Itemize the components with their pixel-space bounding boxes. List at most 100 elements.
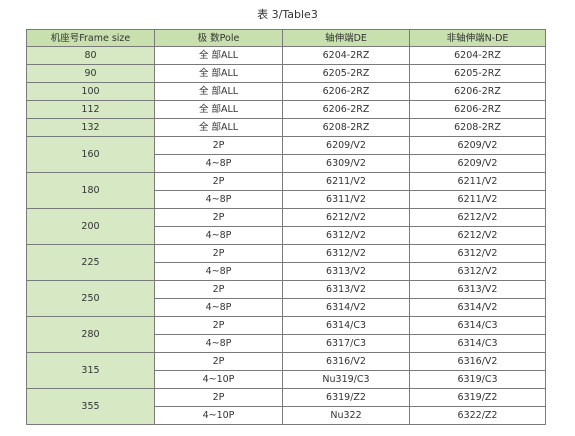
nde-bearing-cell: 6211/V2 [409, 172, 546, 191]
pole-cell: 4~8P [154, 226, 283, 245]
nde-bearing-cell: 6212/V2 [409, 208, 546, 227]
de-bearing-cell: 6311/V2 [282, 190, 410, 209]
pole-cell: 4~8P [154, 190, 283, 209]
frame-size-cell: 225 [26, 244, 155, 281]
frame-size-cell: 250 [26, 280, 155, 317]
pole-cell: 2P [154, 244, 283, 263]
nde-bearing-cell: 6206-2RZ [409, 82, 546, 101]
table-row: 250 2P 6313/V2 6313/V2 [26, 280, 546, 317]
de-bearing-cell: 6209/V2 [282, 136, 410, 155]
de-bearing-cell: 6314/C3 [282, 316, 410, 335]
table-row: 112 全 部ALL 6206-2RZ 6206-2RZ [26, 100, 546, 119]
nde-bearing-cell: 6314/V2 [409, 298, 546, 317]
nde-bearing-cell: 6312/V2 [409, 262, 546, 281]
nde-bearing-cell: 6312/V2 [409, 244, 546, 263]
pole-cell: 2P [154, 316, 283, 335]
frame-size-cell: 315 [26, 352, 155, 389]
pole-cell: 4~8P [154, 262, 283, 281]
nde-bearing-cell: 6206-2RZ [409, 100, 546, 119]
pole-cell: 全 部ALL [154, 82, 283, 101]
pole-cell: 4~8P [154, 298, 283, 317]
table-row: 160 2P 6209/V2 6209/V2 [26, 136, 546, 173]
pole-cell: 4~10P [154, 406, 283, 425]
de-bearing-cell: 6204-2RZ [282, 46, 410, 65]
bearing-table: 机座号Frame size 极 数Pole 轴伸端DE 非轴伸端N-DE 80 … [26, 29, 546, 425]
pole-cell: 4~8P [154, 334, 283, 353]
header-non-drive-end: 非轴伸端N-DE [409, 29, 546, 47]
de-bearing-cell: 6319/Z2 [282, 388, 410, 407]
nde-bearing-cell: 6314/C3 [409, 316, 546, 335]
frame-size-cell: 100 [26, 82, 155, 101]
pole-cell: 2P [154, 172, 283, 191]
table-row: 4~8P 6313/V2 6312/V2 [27, 262, 546, 281]
de-bearing-cell: 6211/V2 [282, 172, 410, 191]
nde-bearing-cell: 6212/V2 [409, 226, 546, 245]
table-row: 180 2P 6211/V2 6211/V2 [26, 172, 546, 209]
table-row: 90 全 部ALL 6205-2RZ 6205-2RZ [26, 64, 546, 83]
header-frame-size: 机座号Frame size [26, 29, 155, 47]
pole-cell: 2P [154, 388, 283, 407]
nde-bearing-cell: 6319/Z2 [409, 388, 546, 407]
frame-size-cell: 355 [26, 388, 155, 425]
de-bearing-cell: 6312/V2 [282, 244, 410, 263]
de-bearing-cell: 6313/V2 [282, 280, 410, 299]
frame-size-cell: 90 [26, 64, 155, 83]
table-row: 4~10P Nu322 6322/Z2 [27, 406, 546, 425]
table-row: 132 全 部ALL 6208-2RZ 6208-2RZ [26, 118, 546, 137]
table-row: 225 2P 6312/V2 6312/V2 [26, 244, 546, 281]
frame-size-cell: 112 [26, 100, 155, 119]
frame-size-cell: 160 [26, 136, 155, 173]
nde-bearing-cell: 6204-2RZ [409, 46, 546, 65]
de-bearing-cell: 6309/V2 [282, 154, 410, 173]
nde-bearing-cell: 6322/Z2 [409, 406, 546, 425]
nde-bearing-cell: 6319/C3 [409, 370, 546, 389]
nde-bearing-cell: 6211/V2 [409, 190, 546, 209]
frame-size-cell: 280 [26, 316, 155, 353]
de-bearing-cell: 6314/V2 [282, 298, 410, 317]
de-bearing-cell: 6317/C3 [282, 334, 410, 353]
pole-cell: 2P [154, 352, 283, 371]
pole-cell: 2P [154, 136, 283, 155]
nde-bearing-cell: 6205-2RZ [409, 64, 546, 83]
nde-bearing-cell: 6314/C3 [409, 334, 546, 353]
de-bearing-cell: 6208-2RZ [282, 118, 410, 137]
pole-cell: 2P [154, 280, 283, 299]
frame-size-cell: 80 [26, 46, 155, 65]
de-bearing-cell: Nu322 [282, 406, 410, 425]
table-row: 4~10P Nu319/C3 6319/C3 [27, 370, 546, 389]
table-row: 4~8P 6312/V2 6212/V2 [27, 226, 546, 245]
nde-bearing-cell: 6209/V2 [409, 154, 546, 173]
header-pole: 极 数Pole [154, 29, 283, 47]
pole-cell: 4~8P [154, 154, 283, 173]
pole-cell: 2P [154, 208, 283, 227]
pole-cell: 全 部ALL [154, 100, 283, 119]
nde-bearing-cell: 6316/V2 [409, 352, 546, 371]
de-bearing-cell: 6212/V2 [282, 208, 410, 227]
de-bearing-cell: 6206-2RZ [282, 100, 410, 119]
table-row: 200 2P 6212/V2 6212/V2 [26, 208, 546, 245]
pole-cell: 全 部ALL [154, 64, 283, 83]
frame-size-cell: 180 [26, 172, 155, 209]
frame-size-cell: 132 [26, 118, 155, 137]
de-bearing-cell: 6206-2RZ [282, 82, 410, 101]
de-bearing-cell: 6205-2RZ [282, 64, 410, 83]
table-caption: 表 3/Table3 [257, 8, 318, 21]
table-row: 280 2P 6314/C3 6314/C3 [26, 316, 546, 353]
table-row: 315 2P 6316/V2 6316/V2 [26, 352, 546, 389]
pole-cell: 全 部ALL [154, 46, 283, 65]
table-row: 355 2P 6319/Z2 6319/Z2 [26, 388, 546, 425]
pole-cell: 4~10P [154, 370, 283, 389]
frame-size-cell: 200 [26, 208, 155, 245]
table-row: 80 全 部ALL 6204-2RZ 6204-2RZ [26, 46, 546, 65]
de-bearing-cell: 6312/V2 [282, 226, 410, 245]
pole-cell: 全 部ALL [154, 118, 283, 137]
table-row: 100 全 部ALL 6206-2RZ 6206-2RZ [26, 82, 546, 101]
nde-bearing-cell: 6313/V2 [409, 280, 546, 299]
nde-bearing-cell: 6208-2RZ [409, 118, 546, 137]
de-bearing-cell: 6316/V2 [282, 352, 410, 371]
de-bearing-cell: 6313/V2 [282, 262, 410, 281]
table-header-row: 机座号Frame size 极 数Pole 轴伸端DE 非轴伸端N-DE [26, 29, 546, 47]
nde-bearing-cell: 6209/V2 [409, 136, 546, 155]
table-row: 4~8P 6314/V2 6314/V2 [27, 298, 546, 317]
header-drive-end: 轴伸端DE [282, 29, 410, 47]
